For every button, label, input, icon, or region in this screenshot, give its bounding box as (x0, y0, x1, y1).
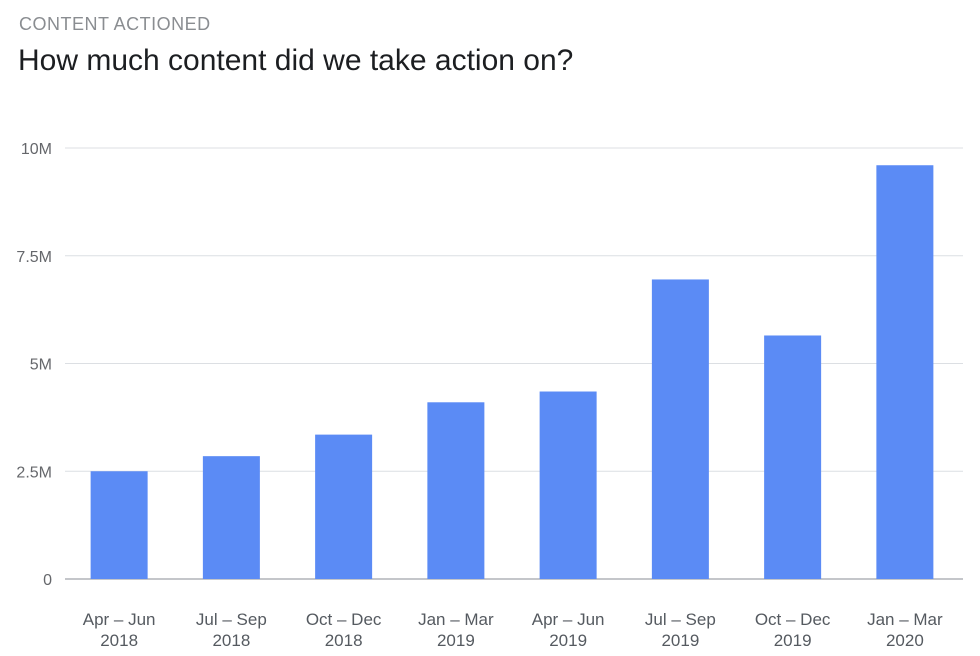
x-tick-label-year: 2020 (886, 631, 924, 650)
y-tick-label: 10M (21, 141, 52, 158)
y-tick-label: 0 (43, 572, 52, 589)
bar (90, 471, 148, 579)
x-tick-label: Oct – Dec (306, 610, 382, 629)
bar (315, 434, 373, 579)
x-tick-label-year: 2018 (325, 631, 363, 650)
bar (651, 279, 709, 579)
bar (876, 165, 934, 580)
y-tick-label: 2.5M (16, 464, 52, 481)
x-tick-label: Jul – Sep (645, 610, 716, 629)
x-tick-label-year: 2018 (212, 631, 250, 650)
x-tick-label-year: 2018 (100, 631, 138, 650)
x-tick-label-year: 2019 (437, 631, 475, 650)
chart-eyebrow: CONTENT ACTIONED (19, 14, 211, 34)
y-tick-label: 7.5M (16, 249, 52, 266)
chart-title: How much content did we take action on? (18, 44, 574, 77)
x-tick-label: Jul – Sep (196, 610, 267, 629)
y-tick-label: 5M (30, 357, 52, 374)
x-tick-label: Jan – Mar (418, 610, 494, 629)
bar (764, 335, 822, 579)
x-tick-label-year: 2019 (661, 631, 699, 650)
x-tick-label: Oct – Dec (755, 610, 831, 629)
bar (202, 456, 260, 579)
x-tick-label: Apr – Jun (532, 610, 605, 629)
bar (427, 402, 485, 579)
x-tick-label: Apr – Jun (83, 610, 156, 629)
x-tick-label-year: 2019 (774, 631, 812, 650)
bar (539, 391, 597, 579)
x-tick-label-year: 2019 (549, 631, 587, 650)
x-tick-label: Jan – Mar (867, 610, 943, 629)
